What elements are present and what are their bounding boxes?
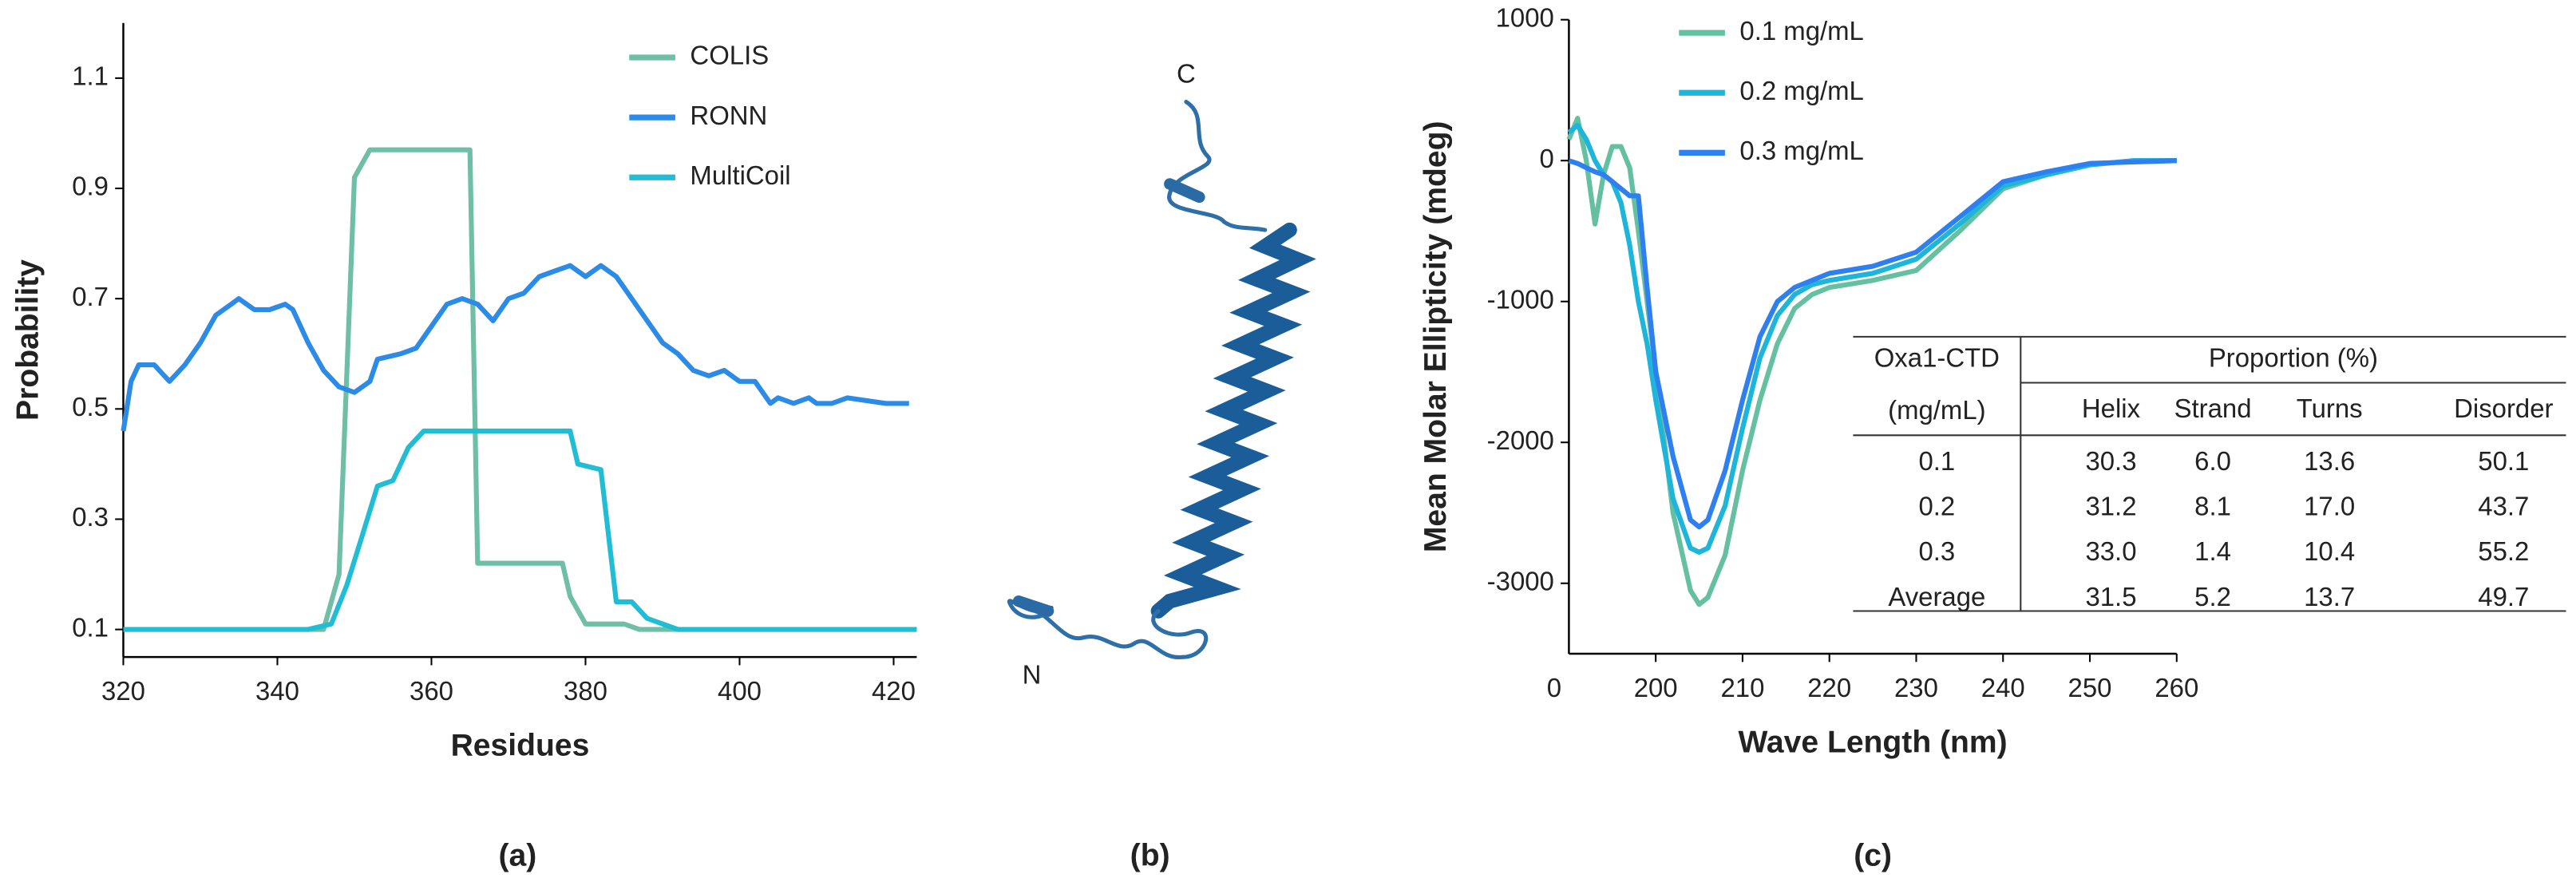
y-tick-label: 1000 bbox=[1496, 2, 1554, 32]
c-terminus-label: C bbox=[1177, 58, 1196, 88]
y-tick-label: 0 bbox=[1540, 144, 1554, 173]
x-tick-label: 210 bbox=[1720, 673, 1764, 702]
table-cell: 6.0 bbox=[2194, 446, 2231, 476]
y-tick-label: -2000 bbox=[1487, 425, 1554, 455]
data-line bbox=[1568, 158, 2177, 530]
y-axis-title: Mean Molar Ellipticity (mdeg) bbox=[1419, 121, 1453, 553]
legend-label: COLIS bbox=[690, 41, 769, 70]
n-loop bbox=[1007, 599, 1209, 659]
y-tick-label: 0.3 bbox=[72, 502, 109, 532]
c-loop bbox=[1167, 100, 1268, 232]
panel-label: (c) bbox=[1854, 839, 1892, 873]
x-tick-label: 400 bbox=[718, 676, 762, 706]
data-line bbox=[123, 147, 917, 632]
y-tick-label: -3000 bbox=[1487, 566, 1554, 595]
y-tick-label: 0.1 bbox=[72, 612, 109, 642]
legend-label: MultiCoil bbox=[690, 160, 790, 190]
table-cell: Average bbox=[1888, 582, 1985, 611]
x-tick-label: 260 bbox=[2155, 673, 2198, 702]
y-tick-label: 0.5 bbox=[72, 392, 109, 421]
table-group-header: Proportion (%) bbox=[2209, 342, 2378, 372]
legend-label: 0.2 mg/mL bbox=[1739, 76, 1863, 105]
x-tick-label: 230 bbox=[1894, 673, 1938, 702]
y-tick-label: -1000 bbox=[1487, 284, 1554, 314]
table-cell: 31.5 bbox=[2085, 582, 2136, 611]
panel-label: (a) bbox=[498, 839, 536, 873]
legend-label: 0.3 mg/mL bbox=[1739, 136, 1863, 165]
table-cell: 30.3 bbox=[2085, 446, 2136, 476]
table-cell: 5.2 bbox=[2194, 582, 2231, 611]
n-terminus-label: N bbox=[1023, 660, 1042, 690]
table-cell: 49.7 bbox=[2478, 582, 2529, 611]
x-tick-label: 250 bbox=[2068, 673, 2112, 702]
x-tick-label: 240 bbox=[1981, 673, 2025, 702]
table-stub-header: Oxa1-CTD bbox=[1874, 342, 2000, 372]
table-column-header: Turns bbox=[2297, 394, 2363, 423]
x-axis-title: Residues bbox=[451, 729, 590, 763]
x-tick-label: 320 bbox=[101, 676, 145, 706]
table-column-header: Helix bbox=[2082, 394, 2141, 423]
table-cell: 50.1 bbox=[2478, 446, 2529, 476]
data-line bbox=[123, 428, 917, 632]
y-axis-title: Probability bbox=[11, 259, 46, 421]
y-tick-label: 1.1 bbox=[72, 61, 109, 91]
c-strand bbox=[1164, 178, 1205, 204]
table-cell: 31.2 bbox=[2085, 492, 2136, 521]
legend-label: RONN bbox=[690, 101, 767, 130]
table-cell: 0.2 bbox=[1918, 492, 1955, 521]
panel-label: (b) bbox=[1130, 839, 1170, 873]
table-cell: 17.0 bbox=[2304, 492, 2355, 521]
table-cell: 0.1 bbox=[1918, 446, 1955, 476]
table-cell: 55.2 bbox=[2478, 536, 2529, 566]
helix bbox=[1150, 222, 1316, 619]
n-strand bbox=[1012, 595, 1055, 617]
legend-label: 0.1 mg/mL bbox=[1739, 16, 1863, 45]
table-cell: 1.4 bbox=[2194, 536, 2231, 566]
x-tick-label: 380 bbox=[564, 676, 607, 706]
table-cell: 13.7 bbox=[2304, 582, 2355, 611]
x-axis-title: Wave Length (nm) bbox=[1738, 726, 2007, 760]
table-stub-header: (mg/mL) bbox=[1888, 395, 1985, 425]
table-cell: 33.0 bbox=[2085, 536, 2136, 566]
protein-structure bbox=[1007, 100, 1316, 659]
x-tick-label: 340 bbox=[255, 676, 299, 706]
data-line bbox=[1566, 116, 2177, 607]
y-tick-label: 0.7 bbox=[72, 282, 109, 311]
table-cell: 8.1 bbox=[2194, 492, 2231, 521]
table-column-header: Strand bbox=[2174, 394, 2252, 423]
y-tick-label: 0.9 bbox=[72, 172, 109, 201]
data-line bbox=[1567, 122, 2177, 555]
x-tick-label: 220 bbox=[1807, 673, 1851, 702]
table-cell: 13.6 bbox=[2304, 446, 2355, 476]
x-tick-label: 360 bbox=[410, 676, 453, 706]
x-tick-label: 200 bbox=[1634, 673, 1678, 702]
table-cell: 0.3 bbox=[1918, 536, 1955, 566]
table-cell: 10.4 bbox=[2304, 536, 2355, 566]
origin-label: 0 bbox=[1547, 673, 1561, 702]
table-cell: 43.7 bbox=[2478, 492, 2529, 521]
table-column-header: Disorder bbox=[2454, 394, 2553, 423]
x-tick-label: 420 bbox=[872, 676, 916, 706]
data-line bbox=[121, 263, 909, 432]
